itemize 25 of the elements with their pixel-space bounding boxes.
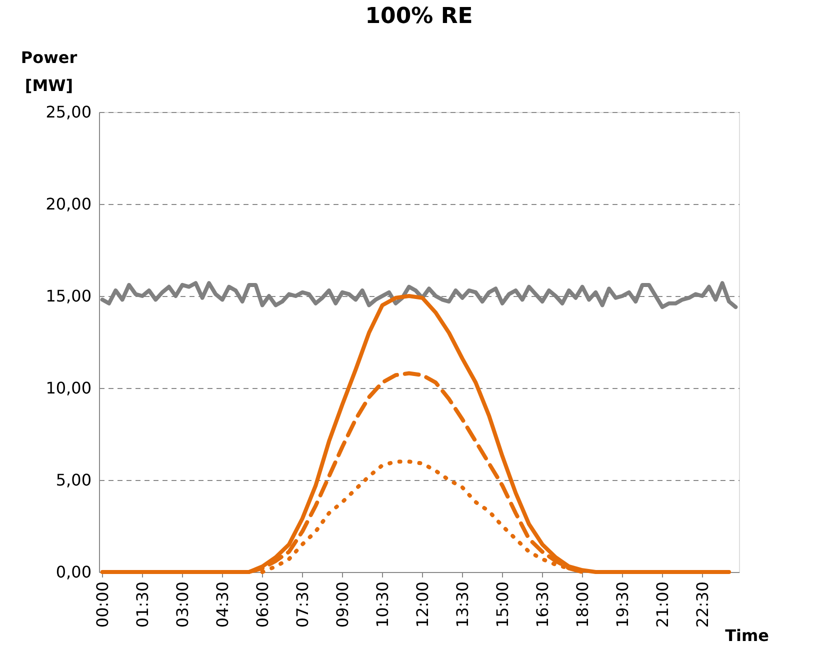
- x-tick-label: 09:00: [332, 582, 352, 628]
- x-tick-label: 19:30: [612, 582, 632, 628]
- x-axis-title: Time: [725, 626, 770, 645]
- x-tick-label: 10:30: [372, 582, 392, 628]
- chart-title: 100% RE: [365, 4, 473, 29]
- x-tick-label: 18:00: [572, 582, 592, 628]
- x-tick-label: 07:30: [292, 582, 312, 628]
- x-tick-label: 13:30: [452, 582, 472, 628]
- x-tick-label: 06:00: [252, 582, 272, 628]
- y-tick-label: 5,00: [56, 470, 92, 490]
- x-tick-label: 12:00: [412, 582, 432, 628]
- x-tick-label: 00:00: [92, 582, 112, 628]
- x-tick-label: 15:00: [492, 582, 512, 628]
- y-tick-label: 10,00: [46, 378, 92, 398]
- x-tick-label: 03:00: [172, 582, 192, 628]
- y-tick-label: 20,00: [46, 194, 92, 214]
- y-tick-label: 15,00: [46, 286, 92, 306]
- x-tick-label: 16:30: [532, 582, 552, 628]
- y-tick-label: 25,00: [46, 102, 92, 122]
- y-tick-label: 0,00: [56, 562, 92, 582]
- x-tick-label: 01:30: [132, 582, 152, 628]
- x-tick-label: 22:30: [692, 582, 712, 628]
- x-tick-label: 21:00: [652, 582, 672, 628]
- y-axis-title: Power [MW]: [20, 48, 78, 95]
- x-tick-label: 04:30: [212, 582, 232, 628]
